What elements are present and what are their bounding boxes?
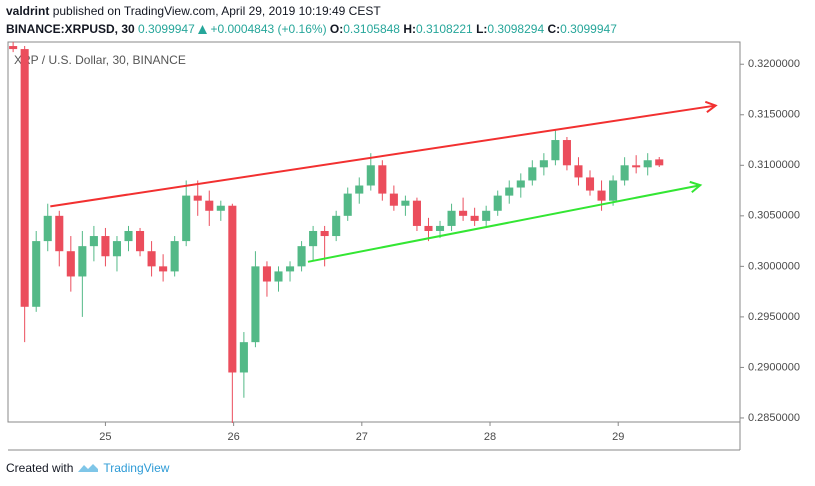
candle-body [597, 190, 606, 201]
ohlc-value: 0.3098294 [487, 22, 545, 36]
candle-body [136, 230, 145, 252]
candle-body [435, 225, 445, 231]
candle-body [228, 205, 237, 373]
trend-arrowhead [704, 100, 718, 114]
candle-body [147, 251, 156, 267]
logo [78, 464, 99, 472]
candle-body [20, 49, 29, 307]
candle-body [378, 165, 387, 194]
published: published on TradingView.com, April 29, … [52, 4, 381, 18]
candle-body [170, 241, 179, 272]
candle-body [632, 165, 641, 168]
candle-body [620, 165, 629, 181]
ohlc-label: C: [547, 22, 561, 36]
x-tick-label: 28 [484, 431, 496, 443]
candle-body [112, 241, 122, 257]
ohlc-value: 0.3108221 [416, 22, 473, 36]
candle-body [482, 210, 491, 221]
x-tick-label: 29 [612, 431, 624, 443]
header-line: valdrint published on TradingView.com, A… [6, 4, 381, 18]
candle-body [320, 230, 329, 237]
candle-body [470, 215, 479, 221]
candle-body [412, 200, 421, 226]
footer: Created with TradingView [6, 461, 169, 475]
candle-body [585, 177, 595, 191]
candle-body [562, 140, 571, 166]
x-tick-label: 27 [356, 431, 368, 443]
symbol: BINANCE:XRPUSD, 30 [6, 22, 135, 36]
candle-body [493, 195, 502, 211]
y-tick-label: 0.2950000 [748, 311, 800, 323]
candle-body [309, 230, 318, 247]
candle-body [528, 167, 537, 181]
trend-arrowhead [689, 180, 703, 194]
y-tick-label: 0.3050000 [748, 210, 800, 222]
candle-body [655, 159, 664, 166]
candle-body [89, 236, 98, 247]
candle-body [551, 140, 560, 161]
y-tick-label: 0.2900000 [748, 361, 800, 373]
candle-body [401, 200, 410, 206]
candle-body [424, 225, 433, 231]
candle-body [43, 215, 52, 242]
candle-body [66, 251, 75, 277]
up-arrow [198, 25, 208, 34]
candle-body [55, 215, 64, 252]
candle-body [539, 160, 548, 168]
candle-body [505, 187, 514, 196]
change: +0.0004843 (+0.16%) [210, 22, 327, 36]
y-tick-label: 0.2850000 [748, 412, 800, 424]
header-quote: BINANCE:XRPUSD, 30 0.3099947 +0.0004843 … [6, 22, 617, 36]
plot-frame [7, 41, 741, 423]
y-tick-label: 0.3150000 [748, 109, 800, 121]
candle-body [251, 266, 260, 343]
candle-body [239, 342, 248, 373]
candle-body [78, 246, 87, 277]
ohlc-value: 0.3099947 [560, 22, 617, 36]
y-tick-label: 0.3000000 [748, 260, 800, 272]
y-tick-label: 0.3100000 [748, 159, 800, 171]
candle-body [274, 271, 283, 282]
candle-body [159, 266, 168, 272]
candle-body [355, 185, 364, 194]
candle-body [182, 195, 191, 242]
candle-body [447, 210, 456, 226]
last-price: 0.3099947 [138, 22, 195, 36]
candle-body [609, 180, 618, 201]
candle-body [205, 200, 214, 211]
candle-body [516, 180, 525, 188]
candle-body [193, 195, 202, 201]
candle-body [285, 266, 295, 272]
candle-body [9, 46, 18, 50]
author: valdrint [6, 4, 50, 18]
x-tick-label: 25 [99, 431, 111, 443]
trend-line [50, 104, 716, 208]
candle-body [124, 230, 133, 242]
ohlc-label: H: [403, 22, 416, 36]
candle-body [574, 165, 583, 178]
trend-line [307, 184, 701, 263]
candle-body [216, 205, 225, 211]
candle-body [459, 210, 468, 216]
ohlc: O:0.3105848 H:0.3108221 L:0.3098294 C:0.… [330, 22, 617, 36]
candle-body [332, 215, 341, 237]
brand: TradingView [103, 461, 170, 475]
candle-body [262, 266, 271, 282]
candle-body [32, 241, 41, 307]
y-tick-label: 0.3200000 [748, 58, 800, 70]
candle-body [343, 193, 352, 216]
candle-body [389, 193, 398, 206]
created-with: Created with [6, 461, 74, 475]
x-tick-label: 26 [228, 431, 240, 443]
chart-title: XRP / U.S. Dollar, 30, BINANCE [14, 53, 186, 67]
ohlc-value: 0.3105848 [343, 22, 400, 36]
candle-body [643, 160, 652, 168]
candle-body [101, 236, 110, 257]
candle-body [297, 246, 306, 267]
candle-body [366, 165, 375, 186]
ohlc-label: O: [329, 22, 344, 36]
ohlc-label: L: [476, 22, 488, 36]
